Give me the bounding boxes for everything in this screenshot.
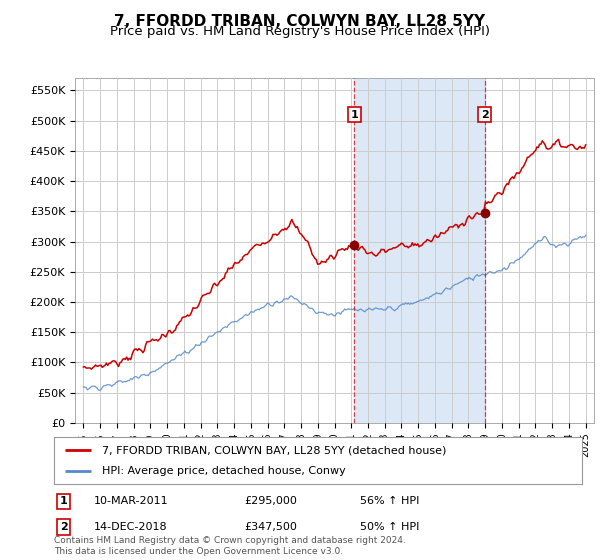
Bar [355, 78, 485, 423]
Text: 7, FFORDD TRIBAN, COLWYN BAY, LL28 5YY (detached house): 7, FFORDD TRIBAN, COLWYN BAY, LL28 5YY (… [101, 445, 446, 455]
Text: 56% ↑ HPI: 56% ↑ HPI [360, 496, 419, 506]
Text: 7, FFORDD TRIBAN, COLWYN BAY, LL28 5YY: 7, FFORDD TRIBAN, COLWYN BAY, LL28 5YY [115, 14, 485, 29]
Text: HPI: Average price, detached house, Conwy: HPI: Average price, detached house, Conw… [101, 466, 345, 476]
Text: £295,000: £295,000 [244, 496, 297, 506]
Text: 1: 1 [59, 496, 67, 506]
Text: 10-MAR-2011: 10-MAR-2011 [94, 496, 168, 506]
Text: 14-DEC-2018: 14-DEC-2018 [94, 522, 167, 532]
Text: Contains HM Land Registry data © Crown copyright and database right 2024.
This d: Contains HM Land Registry data © Crown c… [54, 536, 406, 556]
Text: 1: 1 [350, 110, 358, 120]
Text: 2: 2 [481, 110, 488, 120]
Text: 50% ↑ HPI: 50% ↑ HPI [360, 522, 419, 532]
Text: Price paid vs. HM Land Registry's House Price Index (HPI): Price paid vs. HM Land Registry's House … [110, 25, 490, 38]
Text: 2: 2 [59, 522, 67, 532]
Text: £347,500: £347,500 [244, 522, 297, 532]
